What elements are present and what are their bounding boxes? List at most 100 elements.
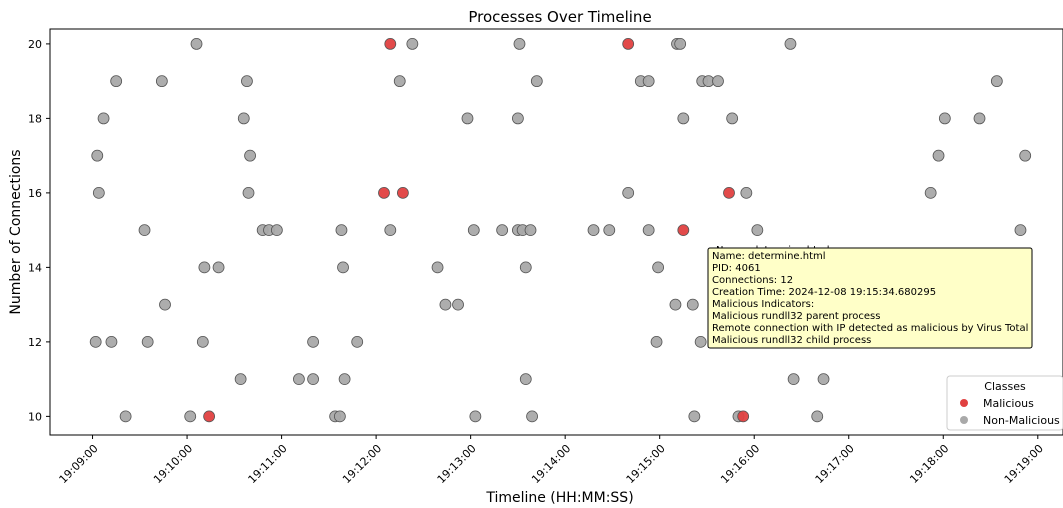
point-non-malicious[interactable] [184, 410, 197, 423]
y-tick-label: 10 [28, 410, 42, 423]
point-non-malicious[interactable] [452, 298, 464, 311]
point-non-malicious[interactable] [196, 335, 209, 348]
point-non-malicious[interactable] [817, 373, 830, 386]
point-non-malicious[interactable] [603, 224, 616, 237]
point-malicious[interactable] [384, 37, 397, 50]
point-non-malicious[interactable] [932, 149, 945, 162]
point-non-malicious[interactable] [469, 410, 482, 423]
point-non-malicious[interactable] [307, 373, 319, 386]
point-non-malicious[interactable] [1014, 224, 1027, 237]
x-tick-label: 19:19:00 [1002, 442, 1046, 486]
point-non-malicious[interactable] [526, 410, 538, 423]
point-malicious[interactable] [622, 37, 635, 50]
point-non-malicious[interactable] [119, 410, 132, 423]
point-non-malicious[interactable] [669, 298, 682, 311]
point-non-malicious[interactable] [384, 224, 397, 237]
point-non-malicious[interactable] [686, 298, 699, 311]
y-tick-label: 20 [28, 38, 42, 51]
point-non-malicious[interactable] [751, 224, 764, 237]
point-non-malicious[interactable] [234, 373, 247, 386]
x-tick-label: 19:11:00 [246, 442, 290, 486]
point-non-malicious[interactable] [105, 335, 118, 348]
point-non-malicious[interactable] [190, 37, 203, 50]
y-tick-label: 14 [28, 261, 42, 274]
tooltip-line: Malicious rundll32 child process [712, 335, 871, 346]
point-non-malicious[interactable] [513, 37, 526, 50]
point-non-malicious[interactable] [141, 335, 154, 348]
point-non-malicious[interactable] [244, 149, 256, 162]
point-non-malicious[interactable] [337, 261, 349, 274]
data-points [89, 37, 1032, 423]
point-non-malicious[interactable] [938, 112, 951, 125]
point-non-malicious[interactable] [787, 373, 800, 386]
point-non-malicious[interactable] [519, 373, 532, 386]
point-non-malicious[interactable] [1019, 149, 1032, 162]
point-non-malicious[interactable] [293, 373, 305, 386]
point-malicious[interactable] [378, 186, 390, 199]
tooltip-line: Remote connection with IP detected as ma… [712, 323, 1028, 334]
point-non-malicious[interactable] [642, 224, 655, 237]
point-non-malicious[interactable] [89, 335, 102, 348]
legend-title: Classes [984, 380, 1026, 393]
point-non-malicious[interactable] [740, 186, 753, 199]
point-non-malicious[interactable] [155, 75, 168, 88]
point-non-malicious[interactable] [467, 224, 480, 237]
point-non-malicious[interactable] [924, 186, 937, 199]
point-non-malicious[interactable] [307, 335, 319, 348]
point-non-malicious[interactable] [110, 75, 123, 88]
point-non-malicious[interactable] [97, 112, 110, 125]
point-non-malicious[interactable] [159, 298, 171, 311]
point-non-malicious[interactable] [333, 410, 346, 423]
point-malicious[interactable] [396, 186, 409, 199]
point-non-malicious[interactable] [393, 75, 406, 88]
point-non-malicious[interactable] [712, 75, 724, 88]
point-non-malicious[interactable] [512, 112, 524, 125]
point-non-malicious[interactable] [461, 112, 474, 125]
point-non-malicious[interactable] [138, 224, 151, 237]
legend-box [946, 375, 1063, 431]
tooltip-line: Malicious rundll32 parent process [712, 311, 880, 322]
point-non-malicious[interactable] [241, 75, 253, 88]
point-non-malicious[interactable] [811, 410, 824, 423]
point-non-malicious[interactable] [338, 373, 351, 386]
point-non-malicious[interactable] [524, 224, 537, 237]
point-non-malicious[interactable] [431, 261, 444, 274]
y-axis-label: Number of Connections [8, 149, 24, 314]
x-tick-label: 19:13:00 [435, 442, 479, 486]
point-non-malicious[interactable] [242, 186, 255, 199]
point-non-malicious[interactable] [642, 75, 655, 88]
point-malicious[interactable] [737, 410, 750, 423]
point-non-malicious[interactable] [688, 410, 701, 423]
point-non-malicious[interactable] [92, 186, 105, 199]
point-non-malicious[interactable] [726, 112, 739, 125]
point-non-malicious[interactable] [519, 261, 532, 274]
point-non-malicious[interactable] [694, 335, 707, 348]
point-non-malicious[interactable] [650, 335, 663, 348]
tooltip-line: Malicious Indicators: [712, 299, 814, 310]
point-malicious[interactable] [203, 410, 216, 423]
point-non-malicious[interactable] [496, 224, 509, 237]
point-non-malicious[interactable] [990, 75, 1003, 88]
point-non-malicious[interactable] [587, 224, 600, 237]
x-tick-label: 19:09:00 [57, 442, 101, 486]
point-non-malicious[interactable] [674, 37, 687, 50]
point-non-malicious[interactable] [439, 298, 452, 311]
point-malicious[interactable] [677, 224, 690, 237]
point-non-malicious[interactable] [351, 335, 364, 348]
point-non-malicious[interactable] [237, 112, 250, 125]
point-non-malicious[interactable] [622, 186, 635, 199]
point-non-malicious[interactable] [406, 37, 419, 50]
point-malicious[interactable] [723, 186, 735, 199]
point-non-malicious[interactable] [652, 261, 665, 274]
point-non-malicious[interactable] [784, 37, 797, 50]
point-non-malicious[interactable] [198, 261, 211, 274]
x-tick-label: 19:12:00 [340, 442, 384, 486]
point-non-malicious[interactable] [270, 224, 283, 237]
point-non-malicious[interactable] [212, 261, 225, 274]
point-non-malicious[interactable] [677, 112, 690, 125]
point-non-malicious[interactable] [530, 75, 543, 88]
point-non-malicious[interactable] [335, 224, 348, 237]
point-non-malicious[interactable] [91, 149, 104, 162]
point-non-malicious[interactable] [973, 112, 986, 125]
